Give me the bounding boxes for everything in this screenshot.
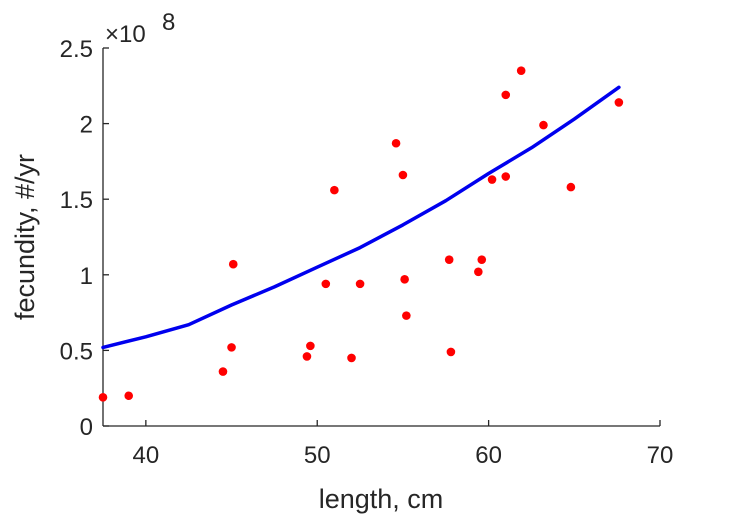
y-tick-label: 2.5 xyxy=(60,36,93,63)
x-ticks: 40 50 60 70 xyxy=(132,420,673,469)
data-point xyxy=(477,255,487,264)
data-point xyxy=(302,352,312,361)
data-point xyxy=(228,259,238,269)
data-point xyxy=(227,343,236,352)
y-axis-title: fecundity, #/yr xyxy=(10,154,40,320)
data-point xyxy=(566,182,576,192)
points-layer xyxy=(98,66,624,402)
data-point xyxy=(400,275,409,284)
data-point xyxy=(539,120,548,130)
data-point xyxy=(474,267,483,277)
data-point xyxy=(516,66,526,75)
y-tick-label: 1 xyxy=(80,263,93,290)
data-point xyxy=(98,392,108,402)
fit-curve-line xyxy=(101,85,621,350)
data-point xyxy=(501,90,511,100)
data-point xyxy=(355,279,365,289)
y-tick-label: 0.5 xyxy=(60,338,93,365)
data-point xyxy=(614,98,624,107)
y-ticks: 0 0.5 1 1.5 2 2.5 xyxy=(60,36,109,441)
y-multiplier-label: ×10 xyxy=(105,21,146,48)
axes xyxy=(102,48,660,427)
fit-curve-layer xyxy=(101,85,621,350)
x-tick-label: 70 xyxy=(647,442,674,469)
data-point xyxy=(321,279,331,289)
data-point xyxy=(347,353,356,363)
data-point xyxy=(124,391,134,401)
data-point xyxy=(218,367,228,376)
data-point xyxy=(330,185,339,195)
data-point xyxy=(487,175,497,184)
y-tick-label: 2 xyxy=(80,112,93,139)
data-point xyxy=(446,347,456,357)
data-point xyxy=(398,170,408,180)
x-tick-label: 50 xyxy=(304,442,331,469)
x-axis-title: length, cm xyxy=(319,484,444,514)
x-tick-label: 60 xyxy=(475,442,502,469)
data-point xyxy=(391,138,401,148)
y-multiplier-exponent: 8 xyxy=(162,9,175,36)
y-tick-label: 0 xyxy=(80,414,93,441)
data-point xyxy=(501,172,511,181)
data-point xyxy=(306,341,315,351)
data-point xyxy=(444,255,454,264)
y-tick-label: 1.5 xyxy=(60,187,93,214)
x-tick-label: 40 xyxy=(132,442,159,469)
data-point xyxy=(402,311,411,320)
